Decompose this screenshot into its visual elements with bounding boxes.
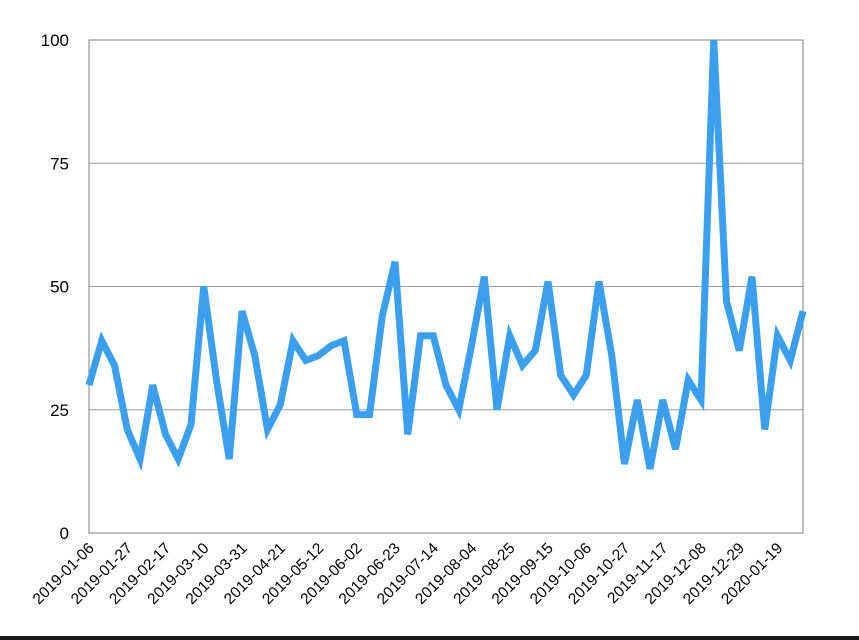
y-tick-label: 100 <box>41 31 69 50</box>
x-axis-ticks: 2019-01-062019-01-272019-02-172019-03-10… <box>30 540 787 608</box>
y-axis-ticks: 0 25 50 75 100 <box>41 31 69 543</box>
plot-frame <box>88 39 804 534</box>
y-tick-label: 50 <box>50 278 69 297</box>
y-tick-label: 0 <box>60 524 69 543</box>
y-tick-label: 75 <box>50 154 69 173</box>
series-line <box>85 39 807 472</box>
window-bottom-edge <box>0 636 859 640</box>
y-tick-label: 25 <box>50 401 69 420</box>
